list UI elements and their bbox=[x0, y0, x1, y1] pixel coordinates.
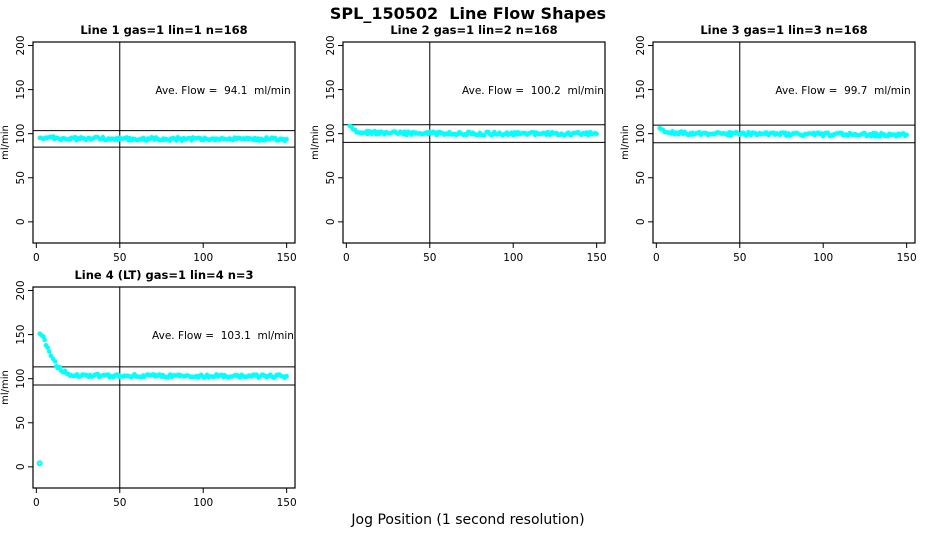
y-axis-label: ml/min bbox=[0, 125, 11, 160]
svg-text:100: 100 bbox=[193, 252, 213, 264]
svg-text:0: 0 bbox=[33, 252, 40, 264]
svg-text:0: 0 bbox=[15, 218, 27, 225]
plot-border bbox=[32, 41, 296, 244]
panel-title-line-3: Line 3 gas=1 lin=3 n=168 bbox=[700, 23, 868, 37]
svg-text:100: 100 bbox=[15, 369, 27, 389]
svg-text:50: 50 bbox=[15, 171, 27, 184]
svg-text:0: 0 bbox=[635, 218, 647, 225]
scatter-plot-line-3: 0 50 100 150 0 50 100 150 200 ml/min bbox=[620, 36, 917, 264]
data-points bbox=[37, 134, 289, 144]
svg-text:50: 50 bbox=[423, 252, 436, 264]
svg-text:100: 100 bbox=[15, 124, 27, 144]
scatter-plot-line-2: 0 50 100 150 0 50 100 150 200 ml/min bbox=[310, 36, 607, 264]
reference-lines bbox=[653, 42, 915, 243]
y-axis-label: ml/min bbox=[620, 125, 631, 160]
svg-text:150: 150 bbox=[277, 252, 297, 264]
svg-text:0: 0 bbox=[33, 497, 40, 509]
svg-text:150: 150 bbox=[635, 80, 647, 100]
reference-lines bbox=[33, 287, 295, 488]
svg-text:50: 50 bbox=[15, 416, 27, 429]
panel-title-line-4: Line 4 (LT) gas=1 lin=4 n=3 bbox=[74, 268, 254, 282]
axes: 0 50 100 150 0 50 100 150 200 bbox=[325, 36, 607, 264]
axes: 0 50 100 150 0 50 100 150 200 bbox=[15, 281, 297, 509]
avg-flow-annotation-line-2: Ave. Flow = 100.2 ml/min bbox=[462, 85, 604, 97]
plot-border bbox=[652, 41, 916, 244]
svg-text:150: 150 bbox=[15, 80, 27, 100]
svg-text:150: 150 bbox=[325, 80, 337, 100]
data-points bbox=[36, 331, 289, 467]
svg-text:150: 150 bbox=[897, 252, 917, 264]
avg-flow-annotation-line-1: Ave. Flow = 94.1 ml/min bbox=[155, 85, 291, 97]
panel-title-line-2: Line 2 gas=1 lin=2 n=168 bbox=[390, 23, 558, 37]
svg-text:100: 100 bbox=[635, 124, 647, 144]
x-axis-label: Jog Position (1 second resolution) bbox=[351, 512, 585, 528]
svg-text:0: 0 bbox=[343, 252, 350, 264]
svg-text:200: 200 bbox=[15, 281, 27, 301]
svg-text:50: 50 bbox=[113, 497, 126, 509]
y-axis-label: ml/min bbox=[310, 125, 321, 160]
svg-text:0: 0 bbox=[653, 252, 660, 264]
svg-text:100: 100 bbox=[813, 252, 833, 264]
svg-text:200: 200 bbox=[635, 36, 647, 56]
panel-title-line-1: Line 1 gas=1 lin=1 n=168 bbox=[80, 23, 248, 37]
avg-flow-annotation-line-4: Ave. Flow = 103.1 ml/min bbox=[152, 330, 294, 342]
data-points bbox=[347, 123, 599, 138]
y-axis-label: ml/min bbox=[0, 370, 11, 405]
svg-text:50: 50 bbox=[733, 252, 746, 264]
svg-text:0: 0 bbox=[15, 463, 27, 470]
svg-text:100: 100 bbox=[193, 497, 213, 509]
svg-text:50: 50 bbox=[635, 171, 647, 184]
svg-text:100: 100 bbox=[503, 252, 523, 264]
svg-text:0: 0 bbox=[325, 218, 337, 225]
svg-text:150: 150 bbox=[587, 252, 607, 264]
plot-border bbox=[32, 286, 296, 489]
svg-text:100: 100 bbox=[325, 124, 337, 144]
figure-title: SPL_150502 Line Flow Shapes bbox=[329, 4, 607, 23]
data-points bbox=[657, 125, 909, 139]
avg-flow-annotation-line-3: Ave. Flow = 99.7 ml/min bbox=[775, 85, 911, 97]
svg-text:200: 200 bbox=[15, 36, 27, 56]
axes: 0 50 100 150 0 50 100 150 200 bbox=[635, 36, 917, 264]
plot-border bbox=[342, 41, 606, 244]
svg-text:50: 50 bbox=[113, 252, 126, 264]
svg-text:200: 200 bbox=[325, 36, 337, 56]
svg-text:50: 50 bbox=[325, 171, 337, 184]
svg-text:150: 150 bbox=[277, 497, 297, 509]
axes: 0 50 100 150 0 50 100 150 200 bbox=[15, 36, 297, 264]
scatter-plot-line-4: 0 50 100 150 0 50 100 150 200 ml/min bbox=[0, 281, 297, 509]
reference-lines bbox=[33, 42, 295, 243]
scatter-plot-line-1: 0 50 100 150 0 50 100 150 200 ml/min bbox=[0, 36, 297, 264]
reference-lines bbox=[343, 42, 605, 243]
svg-text:150: 150 bbox=[15, 325, 27, 345]
